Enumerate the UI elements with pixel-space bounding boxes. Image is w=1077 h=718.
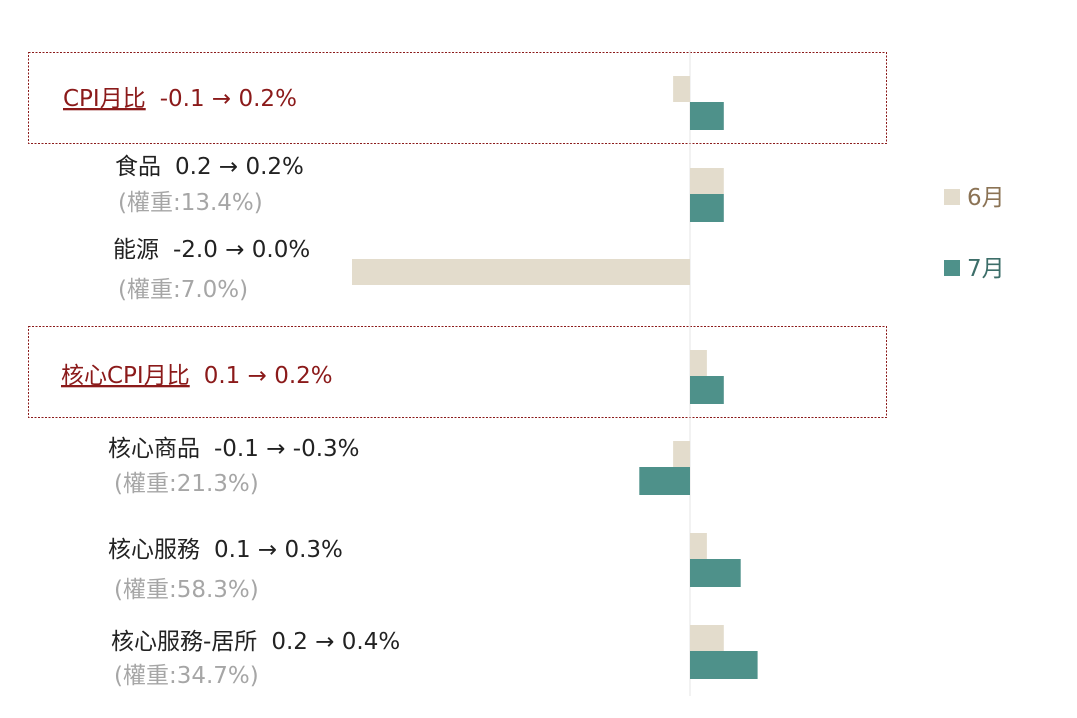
category-name-5: 核心服務	[108, 537, 200, 563]
category-name-2: 能源	[113, 237, 159, 263]
category-change-6: 0.2 → 0.4%	[271, 629, 400, 655]
bar-june-1	[690, 168, 724, 194]
bar-june-2	[352, 259, 690, 285]
category-name-0: CPI月比	[63, 86, 146, 112]
category-weight-5: (權重:58.3%)	[114, 577, 259, 603]
legend-swatch-july	[944, 260, 960, 276]
category-weight-2: (權重:7.0%)	[118, 277, 248, 303]
bar-june-5	[690, 533, 707, 559]
category-weight-6: (權重:34.7%)	[114, 663, 259, 689]
category-weight-4: (權重:21.3%)	[114, 471, 259, 497]
category-change-4: -0.1 → -0.3%	[214, 436, 360, 462]
legend-label-june: 6月	[967, 185, 1005, 211]
category-name-3: 核心CPI月比	[61, 363, 190, 389]
legend-swatch-june	[944, 189, 960, 205]
bar-june-0	[673, 76, 690, 102]
bar-june-6	[690, 625, 724, 651]
category-label-2: 能源 -2.0 → 0.0%	[113, 237, 310, 263]
category-change-2: -2.0 → 0.0%	[173, 237, 310, 263]
highlight-box-0	[28, 52, 887, 144]
category-change-0: -0.1 → 0.2%	[160, 86, 297, 112]
category-label-6: 核心服務-居所 0.2 → 0.4%	[111, 629, 400, 655]
bar-july-3	[690, 376, 724, 404]
bar-july-1	[690, 194, 724, 222]
bar-july-5	[690, 559, 741, 587]
category-change-3: 0.1 → 0.2%	[204, 363, 333, 389]
legend-label-july: 7月	[967, 256, 1005, 282]
category-name-1: 食品	[115, 154, 161, 180]
category-weight-1: (權重:13.4%)	[118, 190, 263, 216]
category-change-5: 0.1 → 0.3%	[214, 537, 343, 563]
category-label-0: CPI月比 -0.1 → 0.2%	[63, 86, 297, 112]
category-label-5: 核心服務 0.1 → 0.3%	[108, 537, 343, 563]
bar-july-6	[690, 651, 758, 679]
category-name-6: 核心服務-居所	[111, 629, 257, 655]
highlight-box-3	[28, 326, 887, 418]
category-label-4: 核心商品 -0.1 → -0.3%	[108, 436, 360, 462]
category-label-1: 食品 0.2 → 0.2%	[115, 154, 304, 180]
category-name-4: 核心商品	[108, 436, 200, 462]
bar-july-0	[690, 102, 724, 130]
category-change-1: 0.2 → 0.2%	[175, 154, 304, 180]
bar-june-4	[673, 441, 690, 467]
bar-july-4	[639, 467, 690, 495]
bar-june-3	[690, 350, 707, 376]
category-label-3: 核心CPI月比 0.1 → 0.2%	[61, 363, 333, 389]
